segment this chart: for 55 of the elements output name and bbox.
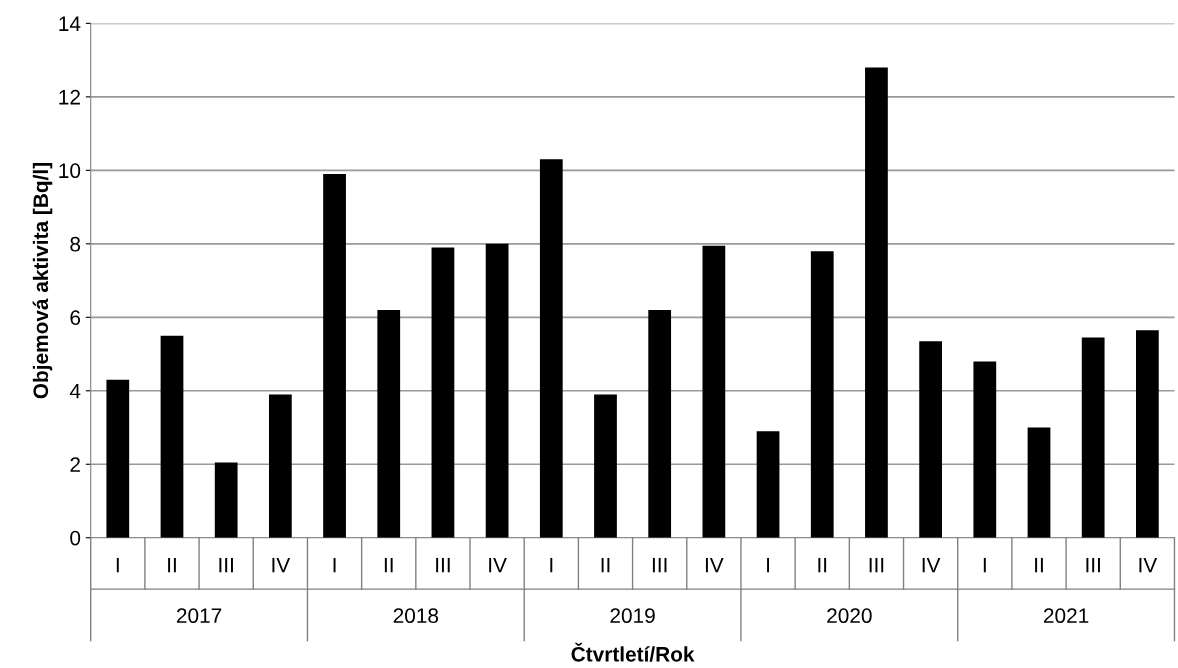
x-tick-label: III xyxy=(219,557,233,573)
bar xyxy=(431,247,455,538)
bar xyxy=(160,335,184,538)
bar xyxy=(1081,337,1105,538)
x-tick-label: IV xyxy=(489,557,507,573)
bar xyxy=(106,379,130,538)
bar xyxy=(648,309,672,538)
bar xyxy=(865,67,888,538)
y-tick-label: 4 xyxy=(69,384,81,399)
y-tick-label: 6 xyxy=(70,310,81,326)
y-tick-label: 8 xyxy=(70,236,81,252)
bar xyxy=(1027,427,1051,538)
x-tick-label: IV xyxy=(1139,557,1158,573)
bar xyxy=(810,251,834,538)
text: 2019 xyxy=(610,608,655,624)
text: 2021 xyxy=(1043,608,1089,624)
bar xyxy=(485,243,509,538)
y-tick-label: 10 xyxy=(59,163,81,179)
bar xyxy=(268,394,292,538)
y-tick-label: 0 xyxy=(70,530,81,546)
bar xyxy=(323,174,346,538)
y-tick-label: 12 xyxy=(59,89,80,105)
x-tick-label: II xyxy=(818,557,827,573)
x-tick-label: II xyxy=(384,557,393,573)
x-tick-label: I xyxy=(983,557,986,573)
text: 2020 xyxy=(827,608,872,624)
x-tick-label: I xyxy=(333,557,336,573)
x-tick-label: III xyxy=(869,557,884,573)
bar xyxy=(973,361,997,538)
bar xyxy=(377,309,401,538)
y-tick-label: 2 xyxy=(70,457,80,472)
x-tick-label: I xyxy=(550,557,553,573)
x-tick-label: III xyxy=(1086,557,1100,573)
x-tick-label: II xyxy=(601,557,610,573)
x-tick-label: IV xyxy=(922,557,941,573)
x-tick-label: I xyxy=(767,557,770,573)
bar xyxy=(919,341,942,538)
text: 2018 xyxy=(393,608,439,624)
x-tick-label: I xyxy=(116,557,119,573)
bar xyxy=(756,431,780,538)
x-tick-label: III xyxy=(436,557,450,573)
bar xyxy=(702,245,726,538)
x-tick-label: IV xyxy=(705,557,724,573)
x-axis-title: Čtvrtletí/Rok xyxy=(571,642,695,662)
bar xyxy=(214,462,238,538)
y-axis-title: Objemová aktivita [Bq/l] xyxy=(32,163,53,399)
text: 2017 xyxy=(176,608,222,624)
bar xyxy=(1135,330,1159,538)
bar xyxy=(539,159,563,538)
x-tick-label: IV xyxy=(272,557,291,573)
x-tick-label: II xyxy=(168,557,176,573)
x-tick-label: II xyxy=(1035,557,1043,573)
bar xyxy=(594,394,617,538)
x-tick-label: III xyxy=(652,557,667,573)
y-tick-label: 14 xyxy=(59,16,81,31)
